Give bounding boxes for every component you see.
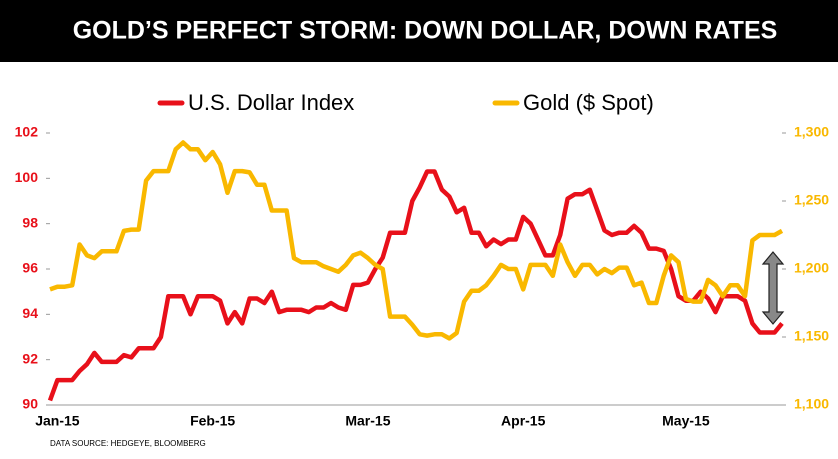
y-tick-label: 98 [22,214,38,230]
x-tick-label: Mar-15 [345,413,390,429]
y2-tick-label: 1,100 [794,396,829,412]
y2-tick-label: 1,150 [794,328,829,344]
x-tick-label: Apr-15 [501,413,546,429]
y-tick-label: 100 [15,169,39,185]
chart-title: GOLD’S PERFECT STORM: DOWN DOLLAR, DOWN … [73,17,778,45]
series-line [49,140,784,341]
legend-label: Gold ($ Spot) [523,90,654,115]
x-tick-label: Jan-15 [35,413,80,429]
legend-label: U.S. Dollar Index [188,90,354,115]
y-tick-label: 92 [22,350,38,366]
title-bar [0,0,838,62]
y-tick-label: 94 [22,305,38,321]
y2-tick-label: 1,250 [794,192,829,208]
x-tick-label: Feb-15 [190,413,235,429]
y-tick-label: 102 [15,124,39,140]
y-tick-label: 90 [22,396,38,412]
source-note: DATA SOURCE: HEDGEYE, BLOOMBERG [50,439,206,448]
y2-tick-label: 1,300 [794,124,829,140]
x-tick-label: May-15 [662,413,710,429]
arrow-icon [761,251,785,325]
y2-tick-label: 1,200 [794,260,829,276]
series-line [47,169,784,402]
y-tick-label: 96 [22,260,38,276]
